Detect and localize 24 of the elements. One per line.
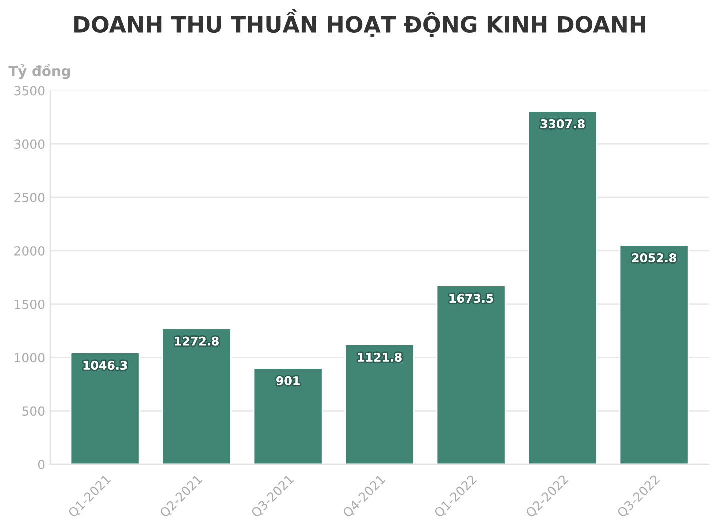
data-label: 1673.5 [450, 294, 494, 303]
bar [253, 368, 324, 465]
bar [619, 244, 690, 465]
y-axis-title: Tỷ đồng [8, 64, 70, 80]
y-tick-label: 3500 [14, 86, 45, 96]
y-tick-label: 500 [22, 406, 45, 416]
data-label: 1046.3 [84, 361, 128, 370]
bar [344, 344, 415, 465]
chart-title: DOANH THU THUẦN HOẠT ĐỘNG KINH DOANH [74, 9, 646, 38]
data-label: 1272.8 [175, 336, 219, 346]
y-tick-label: 2000 [14, 246, 45, 256]
y-tick-label: 2500 [14, 193, 45, 203]
y-tick-label: 0 [38, 460, 45, 470]
bar [436, 285, 506, 465]
bar [162, 328, 232, 465]
y-tick-label: 1500 [15, 300, 45, 310]
data-label: 2052.8 [632, 254, 676, 262]
y-tick-label: 3000 [14, 140, 45, 150]
bar [528, 110, 598, 465]
data-label: 1121.8 [358, 352, 402, 362]
y-tick-label: 1000 [15, 353, 45, 363]
bar [70, 352, 140, 465]
data-label: 901 [276, 376, 300, 386]
data-label: 3307.8 [540, 120, 585, 129]
